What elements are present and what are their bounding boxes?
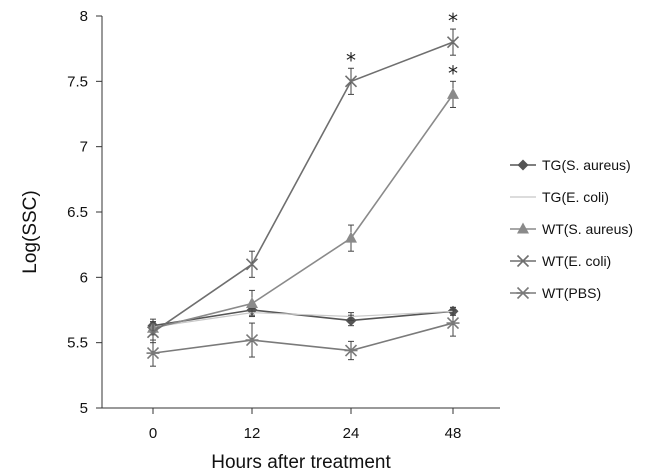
legend-item-0: TG(S. aureus) — [510, 157, 631, 173]
x-tick-label: 0 — [149, 425, 157, 442]
series-line — [152, 93, 454, 330]
marker-stroke — [245, 258, 259, 271]
x-axis-label: Hours after treatment — [211, 452, 391, 473]
data-point — [344, 75, 358, 88]
legend-item-1: TG(E. coli) — [510, 189, 609, 205]
legend-label: WT(E. coli) — [542, 253, 611, 269]
significance-star: * — [448, 9, 458, 33]
data-point — [245, 258, 259, 271]
y-tick-label: 5.5 — [67, 335, 88, 352]
legend-marker — [516, 254, 530, 268]
data-point — [447, 87, 459, 99]
series-4 — [146, 309, 460, 367]
series-line — [152, 41, 454, 333]
y-tick-label: 5 — [80, 400, 88, 417]
axes: 5 5.5 6 6.5 7 7.5 8 0 12 24 48 — [67, 8, 500, 442]
data-point — [146, 326, 160, 339]
legend-label: TG(S. aureus) — [542, 157, 631, 173]
series-2 — [147, 80, 459, 336]
legend-marker — [517, 222, 529, 234]
legend-label: TG(E. coli) — [542, 189, 609, 205]
data-point — [245, 333, 259, 347]
legend: TG(S. aureus) TG(E. coli) WT(S. aureus) WT(… — [510, 157, 633, 301]
series-group — [146, 28, 460, 367]
data-point — [246, 296, 258, 308]
x-tick-label: 12 — [244, 425, 261, 442]
data-point — [344, 344, 358, 357]
y-tick-label: 6.5 — [67, 204, 88, 221]
legend-label: WT(S. aureus) — [542, 221, 633, 237]
data-point — [446, 36, 460, 49]
y-tick-label: 7 — [80, 139, 88, 156]
data-point — [345, 231, 357, 243]
legend-marker — [516, 286, 530, 300]
significance-star: * — [346, 48, 356, 72]
marker-stroke — [146, 326, 160, 339]
x-tick-label: 48 — [445, 425, 462, 442]
annotations: * * * — [346, 9, 458, 85]
legend-item-4: WT(PBS) — [510, 285, 601, 301]
significance-star: * — [448, 61, 458, 85]
y-axis-label: Log(SSC) — [20, 190, 41, 273]
legend-marker — [517, 159, 529, 171]
x-tick-label: 24 — [343, 425, 360, 442]
series-line — [152, 309, 454, 327]
marker-stroke — [344, 75, 358, 88]
data-point — [446, 317, 460, 330]
data-point — [146, 347, 160, 360]
marker-stroke — [516, 254, 530, 268]
series-1 — [150, 306, 456, 333]
y-tick-label: 8 — [80, 8, 88, 25]
series-3 — [146, 28, 460, 344]
y-tick-label: 6 — [80, 269, 88, 286]
legend-label: WT(PBS) — [542, 285, 601, 301]
series-line — [152, 322, 454, 354]
series-line — [152, 310, 454, 328]
legend-item-3: WT(E. coli) — [510, 253, 611, 269]
marker-stroke — [446, 36, 460, 49]
legend-item-2: WT(S. aureus) — [510, 221, 633, 237]
y-tick-label: 7.5 — [67, 73, 88, 90]
